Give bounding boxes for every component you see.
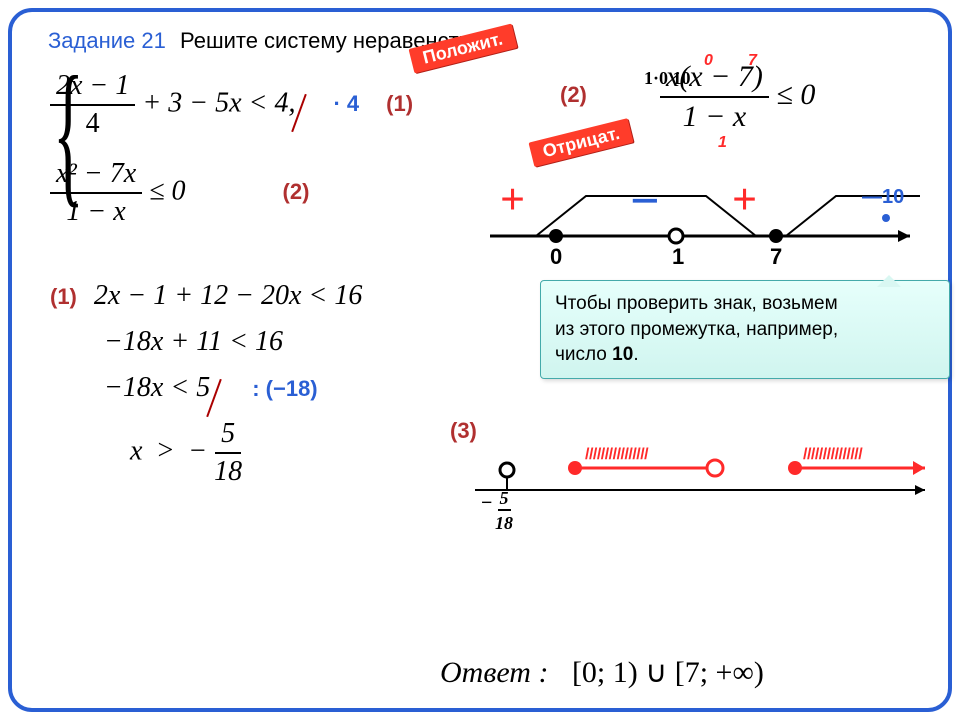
step-2: −18x + 11 < 16: [104, 326, 283, 357]
sign-plus-2: +: [732, 174, 757, 225]
hatching-1: ////////////////: [585, 446, 648, 464]
answer-label: Ответ :: [440, 656, 548, 689]
step-4-num: 5: [215, 418, 241, 454]
step-mark-1: (1): [50, 284, 77, 309]
sign-minus: −: [630, 172, 660, 231]
step-1: 2x − 1 + 12 − 20x < 16: [94, 280, 362, 311]
overlap-annot: 1·0 10: [644, 68, 691, 89]
left-brace-icon: {: [53, 76, 84, 188]
sign-number-line: + − + 0 1 7 —10: [490, 180, 930, 260]
expr2-denominator: 1 − x: [683, 98, 747, 134]
step-4-rel: >: [157, 435, 173, 466]
tick-7: 7: [770, 244, 782, 270]
answer-value: [0; 1) ∪ [7; +∞): [572, 656, 764, 689]
root-mark-7: 7: [748, 52, 757, 70]
ineq1-multiply-note: · 4: [333, 91, 359, 116]
hint-line-1: Чтобы проверить знак, возьмем: [555, 293, 838, 314]
sign-plus-1: +: [500, 174, 525, 225]
line3-frac-num: 5: [498, 488, 511, 511]
ineq1-mark: (1): [386, 91, 413, 116]
system-of-inequalities: { 2x − 1 4 + 3 − 5x < 4, · 4 (1) x² − 7x…: [50, 70, 413, 228]
line3-frac-den: 18: [495, 511, 513, 534]
final-answer: Ответ : [0; 1) ∪ [7; +∞): [440, 655, 764, 690]
hatching-2: ///////////////: [803, 446, 862, 464]
step-4-den: 18: [214, 454, 242, 488]
root-mark-0: 0: [704, 52, 713, 70]
step-3-div: : (−18): [252, 376, 317, 401]
hint-line-2: из этого промежутка, например,: [555, 319, 838, 340]
step-3: −18x < 5: [104, 372, 210, 403]
solution-steps: (1) 2x − 1 + 12 − 20x < 16 −18x + 11 < 1…: [50, 280, 362, 502]
step-4-neg: −: [188, 435, 207, 466]
ineq2-tail: ≤ 0: [149, 175, 185, 206]
expr2-tail: ≤ 0: [776, 78, 815, 111]
line3-neg: −: [481, 492, 492, 515]
hint-line-3a: число: [555, 344, 612, 365]
hint-line-3b: 10: [612, 344, 633, 365]
tick-0: 0: [550, 244, 562, 270]
hint-callout: Чтобы проверить знак, возьмем из этого п…: [540, 280, 950, 379]
factored-expression: 0 7 1·0 10 x(x − 7) 1 − x ≤ 0 1: [660, 60, 815, 134]
tick-1: 1: [672, 244, 684, 270]
ineq2-mark: (2): [283, 179, 310, 204]
ineq1-tail: + 3 − 5x < 4,: [142, 87, 295, 118]
expr2-mark: (2): [560, 82, 587, 108]
test-point-10: —10: [862, 186, 904, 209]
step-4-lhs: x: [130, 435, 142, 466]
combined-number-line: //////////////// /////////////// − 5 18: [445, 430, 925, 520]
ineq1-denominator: 4: [86, 106, 100, 140]
root-mark-1: 1: [718, 134, 727, 152]
